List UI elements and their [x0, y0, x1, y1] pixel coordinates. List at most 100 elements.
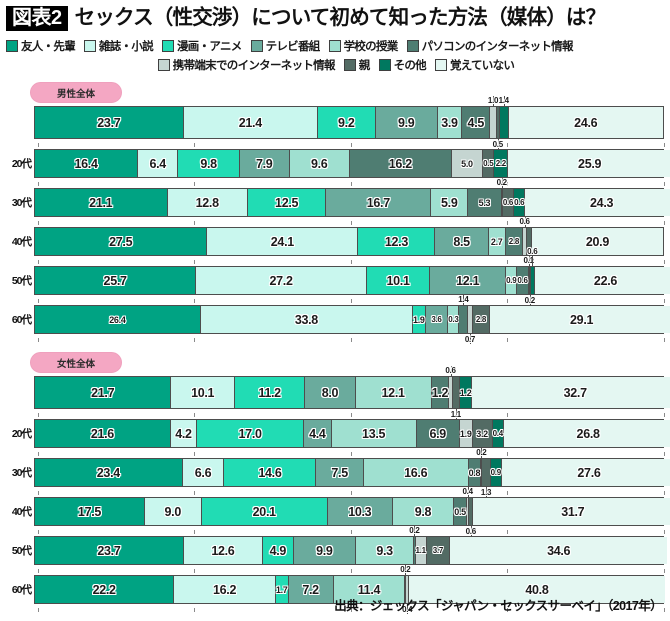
bar-segment: 0.6: [445, 366, 456, 409]
bar-segment: 24.6: [508, 107, 663, 139]
legend-item: その他: [378, 57, 427, 73]
axis-tick: [663, 221, 665, 226]
legend-item: 雑誌・小説: [84, 38, 154, 54]
legend-item-label: 友人・先輩: [21, 41, 76, 54]
axis-tick: [37, 338, 39, 343]
bar-segment: 9.9: [375, 107, 438, 139]
bar-segment: 0.5: [483, 150, 495, 178]
bar-segment: 9.2: [317, 107, 376, 139]
bar-segment: 31.7: [473, 498, 670, 526]
legend-swatch-icon: [328, 40, 341, 53]
legend-item-label: パソコンのインターネット情報: [421, 41, 574, 54]
legend-row-2: 携帯端末でのインターネット情報 親 その他 覚えていない: [6, 57, 666, 73]
bar-segment: 0.6: [519, 217, 530, 256]
legend-item-label: 漫画・アニメ: [177, 41, 242, 54]
axis-tick: [350, 260, 352, 265]
bar-segment-value: 1.4: [458, 295, 469, 305]
bar-segment: 1.9: [459, 420, 473, 448]
bar-segment: 16.2: [349, 150, 452, 178]
bar-segment: 1.7: [275, 576, 289, 604]
bar-segment: 6.9: [416, 420, 460, 448]
legend-item-label: 携帯端末でのインターネット情報: [172, 60, 336, 73]
bar-segment: 0.6: [527, 247, 538, 295]
bar-segment: 21.1: [35, 189, 168, 217]
legend-item-label: 親: [358, 60, 371, 73]
bar-segment: 9.3: [355, 537, 415, 565]
bar-segment-value: 13.5: [362, 426, 386, 441]
bar-segment: 21.6: [35, 420, 171, 448]
bar-segment: 27.2: [196, 267, 367, 295]
bar-segment: 0.2: [497, 178, 507, 217]
axis-tick: [350, 452, 352, 457]
bar-row: 20代 16.4 6.4 9.8 7.9 9.6 16.2 5.0 0.5 2.2 25.9: [4, 149, 670, 179]
leader-line: [467, 487, 469, 499]
bar-segment-value: 0.2: [476, 448, 487, 458]
bar-segment: 4.5: [462, 107, 491, 139]
bar-segment: 12.1: [430, 267, 507, 295]
bar-segment: 0.6: [502, 189, 515, 217]
legend-item-label: テレビ番組: [265, 41, 321, 54]
bar-segment: 0.2: [400, 565, 411, 604]
axis-tick: [194, 338, 195, 343]
bar-segment-value: 10.3: [348, 504, 372, 519]
bar-segment: 1.9: [413, 306, 426, 334]
bar-segment: 16.4: [35, 150, 139, 178]
bar-segment-value: 23.7: [97, 115, 121, 130]
bar-segment: 25.9: [508, 150, 670, 178]
axis-tick: [507, 452, 508, 457]
bar-segment: 13.5: [331, 420, 417, 448]
stacked-bar: 23.4 6.6 14.6 7.5 16.6 0.8 0.2 1.3 0.9 27.6: [34, 448, 670, 498]
source-note: 出典：ジェックス「ジャパン・セックスサーベイ」（2017年）: [334, 599, 662, 613]
bar-segment: 0.9: [506, 267, 518, 295]
bar-segment-value: 12.3: [384, 234, 408, 249]
bar-segment: 22.6: [534, 267, 670, 295]
bar-segment: 6.4: [138, 150, 179, 178]
bar-segment-value: 7.2: [302, 582, 319, 597]
bar-segment-value: 1.7: [275, 584, 288, 595]
bar-row-label: 30代: [11, 197, 32, 210]
bar-segment-value: 0.2: [409, 526, 420, 536]
bar-segment-value: 4.5: [467, 115, 485, 130]
bar-segment-value: 20.9: [585, 234, 609, 249]
axis-tick: [194, 260, 195, 265]
bar-segment: 9.8: [178, 150, 240, 178]
axis-tick: [663, 608, 665, 613]
bar-segment-value: 25.7: [103, 273, 127, 288]
bar-segment-value: 1.0: [487, 96, 499, 106]
bar-row-label: 40代: [11, 236, 32, 249]
legend-row-1: 友人・先輩 雑誌・小説 漫画・アニメ テレビ番組 学校の授業 パソコンのインターネット情報: [6, 38, 666, 54]
axis-tick: [350, 608, 352, 613]
bar-segment: 29.1: [490, 306, 670, 334]
bar-row: 40代 17.5 9.0 20.1 10.3 9.8 0.5 0.4 0.6 31.7: [4, 487, 670, 537]
axis-ticks: [37, 608, 665, 613]
axis-tick: [663, 338, 665, 343]
axis-tick: [37, 221, 39, 226]
bar-segment: 3.2: [472, 420, 493, 448]
bar-segment: 10.1: [366, 267, 431, 295]
legend-swatch-icon: [378, 59, 391, 72]
bar-row: 23.7 21.4 9.2 9.9 3.9 4.5 1.0 0.5 1.4 24.6: [4, 96, 664, 150]
bar-segment: 1.2: [459, 377, 473, 409]
bar-segment-value: 0.6: [502, 198, 514, 208]
axis-tick: [507, 143, 508, 148]
bar-segment: 3.6: [425, 306, 449, 334]
bar-segment: 20.1: [201, 498, 328, 526]
bar-segment-value: 12.5: [275, 195, 299, 210]
axis-ticks: [37, 338, 665, 343]
bar-segment-value: 5.3: [478, 197, 491, 208]
bar-segment-value: 32.7: [563, 385, 587, 400]
legend-item: 漫画・アニメ: [162, 38, 242, 54]
bar-segment-value: 14.6: [258, 465, 282, 480]
bar-segment: 24.1: [207, 228, 359, 256]
bar-segment-value: 0.5: [483, 159, 494, 169]
bar-segment-value: 2.7: [490, 236, 503, 247]
bar-segment: 0.4: [492, 420, 504, 448]
bar-segment-value: 3.6: [431, 315, 442, 325]
legend-item-label: 学校の授業: [343, 41, 399, 54]
bar-segment-value: 0.9: [506, 276, 517, 286]
axis-tick: [350, 413, 352, 418]
leader-line: [450, 366, 452, 378]
chart-legend: 友人・先輩 雑誌・小説 漫画・アニメ テレビ番組 学校の授業 パソコンのインターネット情報…: [0, 33, 670, 73]
bar-segment-value: 20.1: [252, 504, 276, 519]
leader-line: [501, 178, 503, 190]
